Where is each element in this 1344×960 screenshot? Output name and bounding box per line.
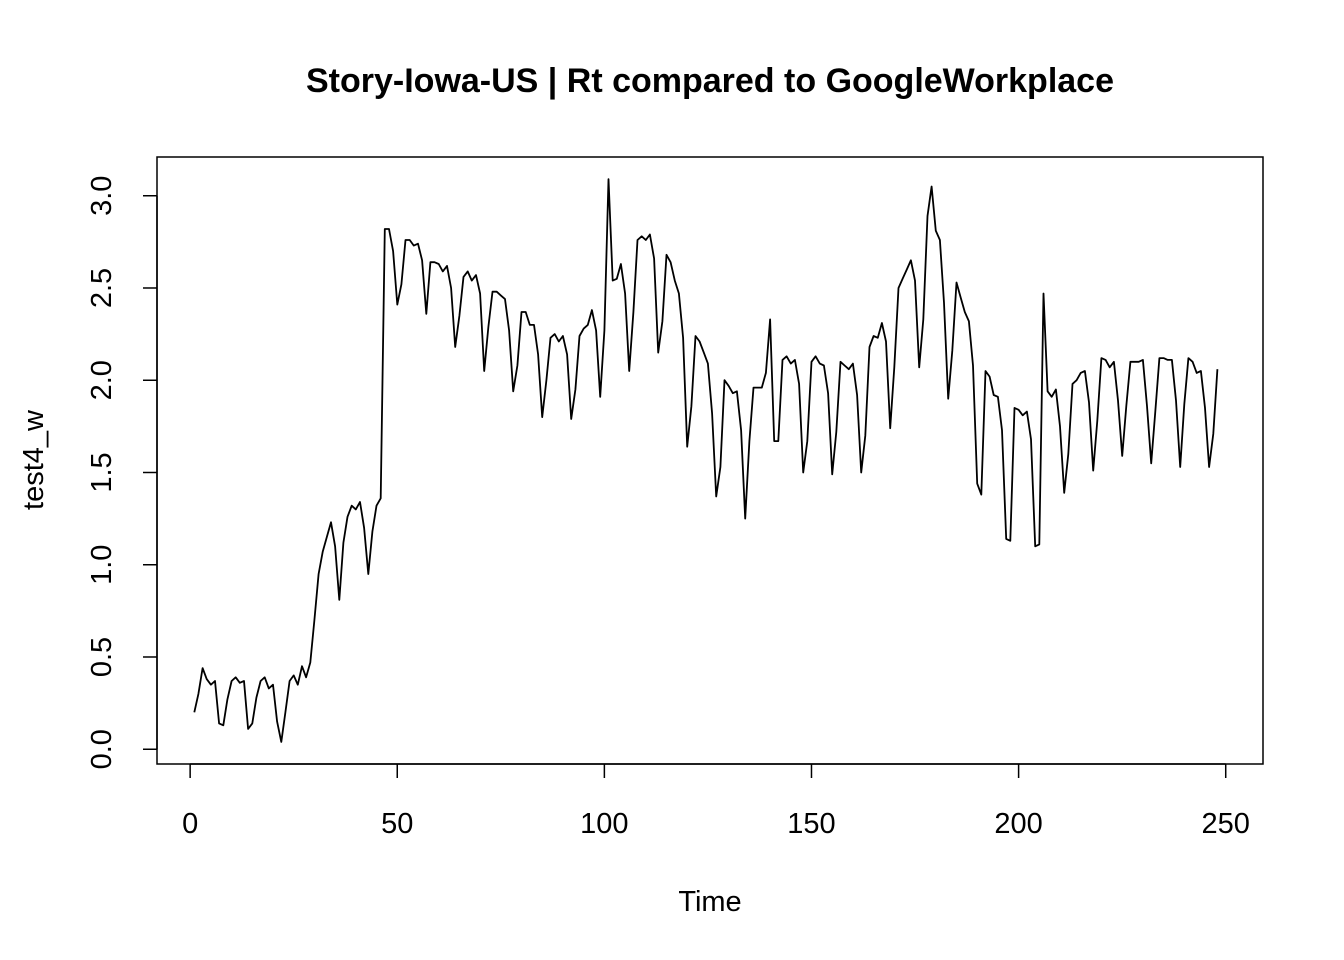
x-tick-label: 100 [580,808,628,840]
y-tick-label: 1.5 [86,452,118,492]
y-tick-label: 2.5 [86,268,118,308]
y-tick-label: 0.5 [86,637,118,677]
y-axis-label: test4_w [18,409,50,510]
chart-title: Story-Iowa-US | Rt compared to GoogleWor… [306,62,1114,100]
x-tick-label: 0 [182,808,198,840]
x-tick-label: 250 [1202,808,1250,840]
x-axis: 0 50 100 150 200 250 [182,763,1250,840]
x-axis-label: Time [678,886,741,918]
y-tick-label: 1.0 [86,545,118,585]
x-tick-label: 150 [787,808,835,840]
y-axis: 0.0 0.5 1.0 1.5 2.0 2.5 3.0 [86,176,158,769]
series-line [193,178,1219,743]
plot-frame [156,156,1264,765]
x-tick-label: 50 [381,808,413,840]
y-tick-label: 3.0 [86,176,118,216]
y-tick-label: 0.0 [86,729,118,769]
x-tick-label: 200 [994,808,1042,840]
y-tick-label: 2.0 [86,360,118,400]
